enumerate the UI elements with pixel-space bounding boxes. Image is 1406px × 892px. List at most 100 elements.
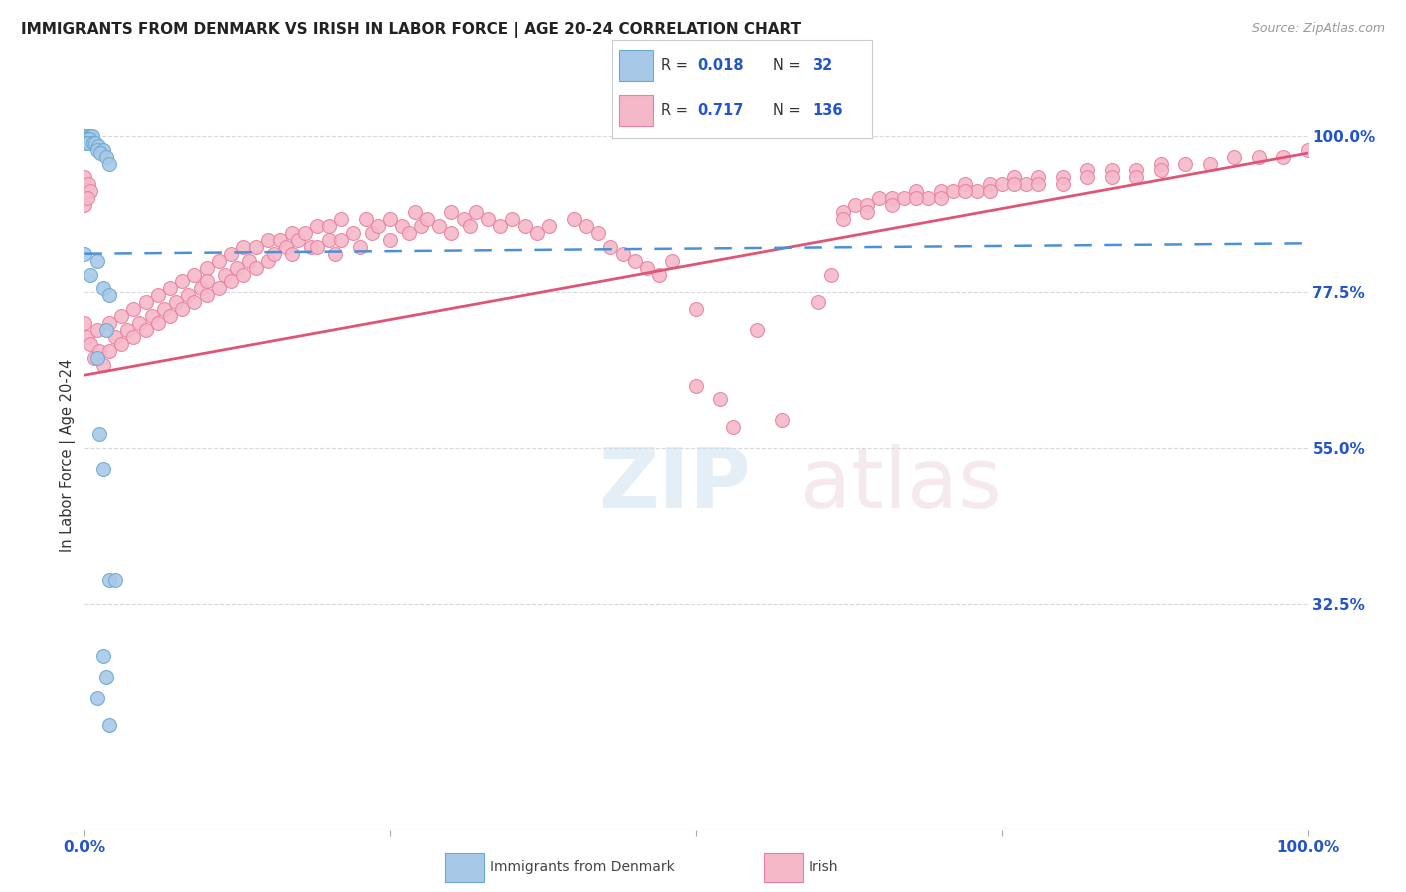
Point	[159, 281, 181, 295]
Point	[391, 219, 413, 233]
Point	[84, 136, 107, 150]
Point	[79, 337, 101, 351]
Point	[97, 718, 120, 732]
Bar	[620, 95, 654, 127]
Point	[177, 288, 200, 302]
Point	[146, 288, 169, 302]
Point	[917, 191, 939, 205]
Point	[86, 690, 108, 705]
Point	[342, 226, 364, 240]
Point	[538, 219, 561, 233]
Point	[831, 205, 853, 219]
Point	[1002, 170, 1025, 185]
Text: N =: N =	[773, 103, 806, 119]
Point	[807, 295, 830, 310]
Point	[190, 281, 212, 295]
Point	[91, 649, 114, 664]
Point	[87, 343, 110, 358]
Point	[612, 246, 634, 260]
Point	[96, 323, 118, 337]
Point	[1101, 163, 1123, 178]
Point	[453, 212, 475, 227]
Point	[245, 260, 267, 275]
Point	[1247, 150, 1270, 164]
Point	[747, 323, 769, 337]
Point	[208, 281, 231, 295]
Point	[1125, 163, 1147, 178]
Text: ZIP: ZIP	[598, 444, 751, 525]
Point	[624, 253, 647, 268]
Point	[318, 233, 340, 247]
Point	[513, 219, 536, 233]
Point	[349, 240, 371, 254]
Point	[1028, 178, 1050, 192]
Point	[991, 178, 1014, 192]
Point	[226, 260, 249, 275]
Point	[73, 170, 96, 185]
Point	[294, 226, 316, 240]
Point	[208, 253, 231, 268]
Point	[76, 191, 98, 205]
Point	[856, 198, 879, 212]
Text: R =: R =	[661, 103, 693, 119]
Point	[97, 316, 120, 330]
Point	[79, 268, 101, 282]
Point	[323, 246, 346, 260]
Point	[1076, 170, 1098, 185]
Point	[97, 343, 120, 358]
Point	[79, 184, 101, 198]
Point	[844, 198, 866, 212]
Point	[195, 260, 218, 275]
Point	[942, 184, 965, 198]
Point	[80, 128, 103, 143]
Point	[1174, 156, 1197, 170]
Text: Immigrants from Denmark: Immigrants from Denmark	[489, 861, 675, 874]
Point	[1150, 163, 1173, 178]
Point	[929, 191, 952, 205]
Point	[141, 309, 163, 323]
Point	[440, 226, 463, 240]
Point	[458, 219, 481, 233]
Point	[330, 233, 353, 247]
Point	[257, 253, 280, 268]
Point	[979, 178, 1001, 192]
Bar	[620, 50, 654, 81]
Point	[153, 302, 176, 317]
Text: N =: N =	[773, 58, 806, 73]
Point	[86, 253, 108, 268]
Point	[367, 219, 389, 233]
Point	[122, 302, 145, 317]
Point	[893, 191, 915, 205]
Point	[195, 288, 218, 302]
Point	[97, 156, 120, 170]
Point	[110, 337, 132, 351]
Point	[685, 302, 707, 317]
Point	[115, 323, 138, 337]
Point	[1101, 170, 1123, 185]
Point	[636, 260, 658, 275]
Point	[820, 268, 842, 282]
Point	[281, 246, 304, 260]
Point	[1223, 150, 1246, 164]
Point	[1002, 178, 1025, 192]
Point	[709, 392, 731, 407]
Point	[83, 351, 105, 365]
Point	[183, 268, 205, 282]
Point	[953, 178, 976, 192]
Point	[380, 212, 402, 227]
Point	[245, 240, 267, 254]
Point	[1052, 170, 1074, 185]
Text: 136: 136	[811, 103, 842, 119]
Point	[77, 178, 100, 192]
Point	[91, 143, 114, 157]
Point	[599, 240, 621, 254]
Point	[76, 132, 98, 146]
Point	[135, 323, 157, 337]
Point	[87, 427, 110, 442]
Point	[354, 212, 377, 227]
Bar	[446, 854, 484, 881]
Point	[91, 462, 114, 476]
Point	[489, 219, 512, 233]
Point	[1028, 170, 1050, 185]
Point	[440, 205, 463, 219]
